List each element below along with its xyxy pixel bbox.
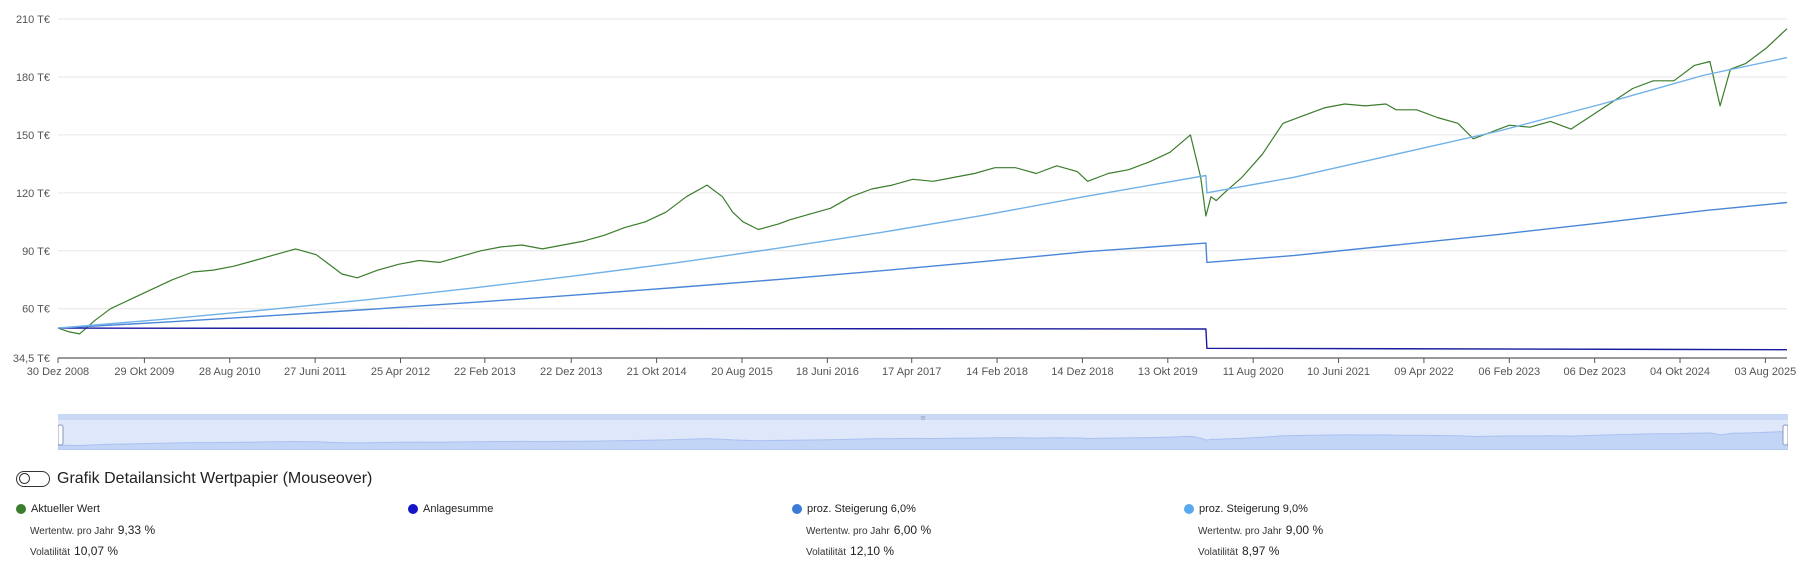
navigator-scrollbar[interactable] — [58, 414, 1788, 420]
y-tick-label: 210 T€ — [16, 14, 50, 26]
x-tick-label: 22 Feb 2013 — [454, 366, 516, 378]
y-tick-label: 120 T€ — [16, 188, 50, 200]
toggle-knob-icon — [19, 473, 30, 484]
legend-title: proz. Steigerung 9,0% — [1184, 502, 1323, 516]
legend-title: Anlagesumme — [408, 502, 493, 516]
legend-stat: Volatilität 8,97 % — [1198, 544, 1323, 558]
navigator-handle-left[interactable] — [58, 424, 64, 446]
y-tick-label: 60 T€ — [22, 304, 50, 316]
x-tick-label: 10 Juni 2021 — [1307, 366, 1370, 378]
stat-value: 9,33 % — [117, 523, 156, 537]
series-line — [57, 56, 1788, 329]
y-tick-label: 34,5 T€ — [13, 353, 50, 365]
detail-view-toggle[interactable] — [16, 471, 50, 487]
series-lines — [57, 28, 1788, 351]
x-tick-label: 06 Dez 2023 — [1563, 366, 1625, 378]
x-tick-label: 25 Apr 2012 — [371, 366, 430, 378]
stat-value: 12,10 % — [850, 544, 895, 558]
stat-value: 9,00 % — [1285, 523, 1324, 537]
x-tick-label: 11 Aug 2020 — [1223, 366, 1284, 378]
series-line — [57, 201, 1788, 329]
x-tick-label: 18 Juni 2016 — [796, 366, 859, 378]
legend-stat: Wertentw. pro Jahr 9,33 % — [30, 523, 155, 537]
legend-label: Aktueller Wert — [31, 503, 100, 515]
legend-item[interactable]: Anlagesumme — [408, 502, 493, 516]
x-tick-label: 22 Dez 2013 — [540, 366, 602, 378]
legend-dot-icon — [1184, 504, 1194, 514]
legend-stat: Volatilität 10,07 % — [30, 544, 155, 558]
x-tick-label: 14 Feb 2018 — [966, 366, 1028, 378]
x-tick-label: 28 Aug 2010 — [199, 366, 261, 378]
navigator-series-area — [58, 430, 1788, 450]
stat-label: Volatilität — [30, 547, 71, 558]
x-tick-label: 20 Aug 2015 — [711, 366, 773, 378]
x-tick-label: 04 Okt 2024 — [1650, 366, 1710, 378]
series-line — [57, 327, 1788, 351]
x-tick-label: 13 Okt 2019 — [1138, 366, 1198, 378]
legend-item[interactable]: proz. Steigerung 9,0% Wertentw. pro Jahr 9… — [1184, 502, 1323, 558]
x-tick-label: 21 Okt 2014 — [627, 366, 687, 378]
legend-label: proz. Steigerung 9,0% — [1199, 503, 1308, 515]
stat-label: Wertentw. pro Jahr — [1198, 526, 1282, 537]
legend-dot-icon — [408, 504, 418, 514]
detail-toggle-row: Grafik Detailansicht Wertpapier (Mouseov… — [16, 470, 372, 488]
stat-value: 10,07 % — [74, 544, 119, 558]
x-tick-label: 17 Apr 2017 — [882, 366, 941, 378]
navigator-handle-right[interactable] — [1782, 424, 1788, 446]
x-tick-label: 29 Okt 2009 — [114, 366, 174, 378]
series-line — [57, 28, 1788, 335]
y-tick-label: 150 T€ — [16, 130, 50, 142]
legend-dot-icon — [792, 504, 802, 514]
grid-lines — [58, 18, 1787, 359]
x-axis: 30 Dez 2008 29 Okt 2009 28 Aug 2010 27 Juni… — [27, 358, 1796, 378]
x-tick-label: 14 Dez 2018 — [1051, 366, 1113, 378]
x-tick-label: 27 Juni 2011 — [284, 366, 346, 378]
y-tick-label: 90 T€ — [22, 246, 50, 258]
stat-label: Wertentw. pro Jahr — [30, 526, 114, 537]
legend-title: proz. Steigerung 6,0% — [792, 502, 931, 516]
legend-stat: Volatilität 12,10 % — [806, 544, 931, 558]
range-navigator[interactable]: ≡ — [58, 414, 1788, 450]
legend-label: proz. Steigerung 6,0% — [807, 503, 916, 515]
legend-title: Aktueller Wert — [16, 502, 155, 516]
legend-stat: Wertentw. pro Jahr 6,00 % — [806, 523, 931, 537]
stat-value: 6,00 % — [893, 523, 932, 537]
stat-label: Volatilität — [1198, 547, 1239, 558]
legend-item[interactable]: proz. Steigerung 6,0% Wertentw. pro Jahr 6… — [792, 502, 931, 558]
x-tick-label: 30 Dez 2008 — [27, 366, 89, 378]
stat-label: Volatilität — [806, 547, 847, 558]
line-chart[interactable]: 210 T€ 180 T€ 150 T€ 120 T€ 90 T€ 60 T€ 34,5 T… — [0, 0, 1802, 410]
y-tick-label: 180 T€ — [16, 72, 50, 84]
stat-value: 8,97 % — [1242, 544, 1280, 558]
x-tick-label: 06 Feb 2023 — [1478, 366, 1540, 378]
stat-label: Wertentw. pro Jahr — [806, 526, 890, 537]
legend-label: Anlagesumme — [423, 503, 494, 515]
x-tick-label: 03 Aug 2025 — [1735, 366, 1797, 378]
navigator-grip-icon[interactable]: ≡ — [920, 414, 926, 422]
legend-item[interactable]: Aktueller Wert Wertentw. pro Jahr 9,33 % Vo… — [16, 502, 155, 558]
legend-dot-icon — [16, 504, 26, 514]
toggle-label: Grafik Detailansicht Wertpapier (Mouseov… — [57, 470, 373, 487]
y-axis: 210 T€ 180 T€ 150 T€ 120 T€ 90 T€ 60 T€ 34,5 T… — [13, 14, 50, 365]
legend-stat: Wertentw. pro Jahr 9,00 % — [1198, 523, 1323, 537]
x-tick-label: 09 Apr 2022 — [1394, 366, 1453, 378]
